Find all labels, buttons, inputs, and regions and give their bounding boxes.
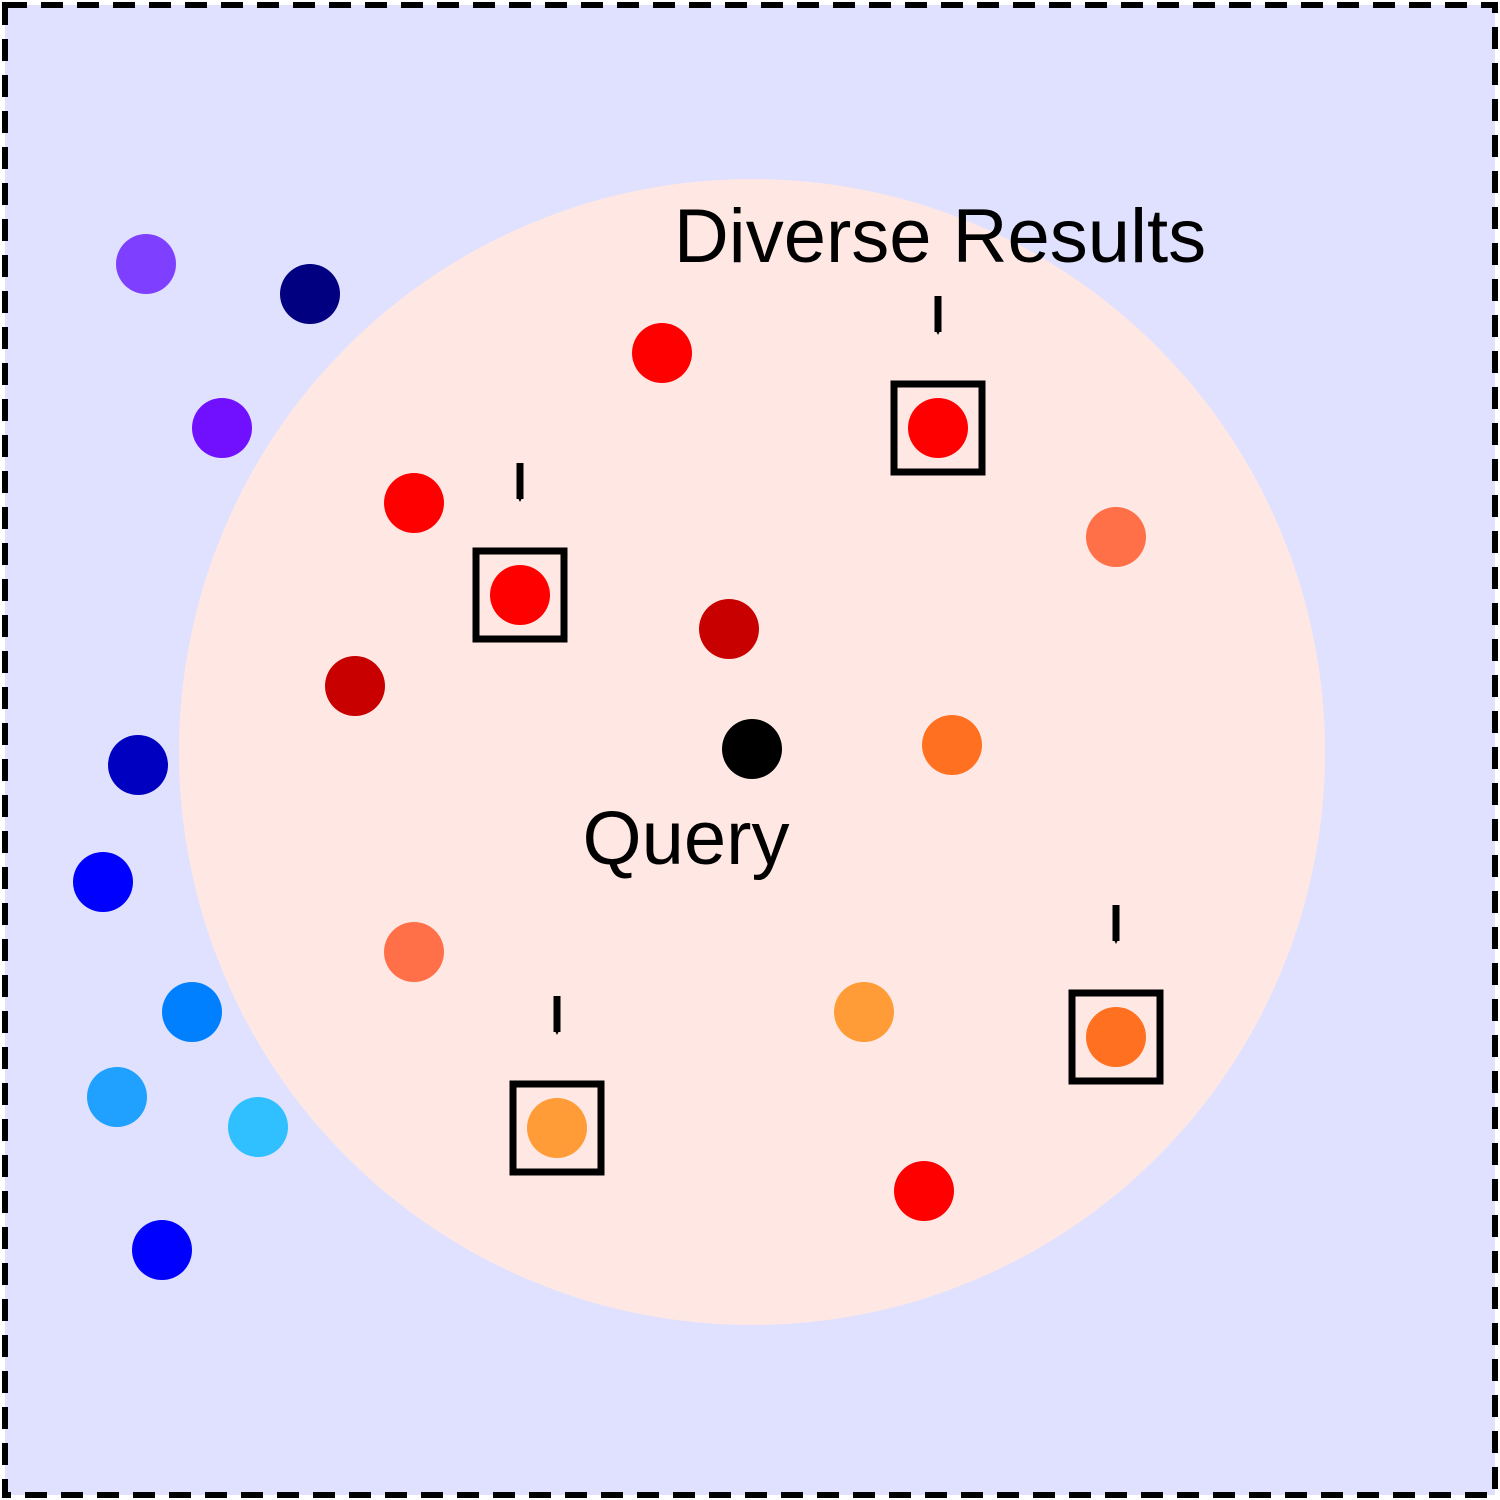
data-point (894, 1161, 954, 1221)
data-point (87, 1067, 147, 1127)
data-point (280, 264, 340, 324)
selected-result-point (1086, 1007, 1146, 1067)
data-point (1086, 507, 1146, 567)
data-point (922, 715, 982, 775)
data-point (228, 1097, 288, 1157)
selection-box-3 (509, 1080, 605, 1176)
data-point (162, 982, 222, 1042)
selection-box-2 (890, 380, 986, 476)
data-point (73, 852, 133, 912)
query-label: Query (583, 796, 790, 881)
data-point (325, 656, 385, 716)
data-point (834, 982, 894, 1042)
data-point (192, 398, 252, 458)
selected-result-point (908, 398, 968, 458)
selected-result-point (490, 565, 550, 625)
data-point (108, 735, 168, 795)
selection-box-4 (1068, 989, 1164, 1085)
query-point (722, 719, 782, 779)
data-point (384, 473, 444, 533)
points-layer (73, 234, 1146, 1280)
data-point (116, 234, 176, 294)
selection-box-1 (472, 547, 568, 643)
data-point (632, 323, 692, 383)
diverse-results-label: Diverse Results (674, 194, 1206, 279)
selected-markers-layer (472, 296, 1164, 1176)
data-point (132, 1220, 192, 1280)
data-point (699, 599, 759, 659)
data-point (384, 922, 444, 982)
selected-result-point (527, 1098, 587, 1158)
